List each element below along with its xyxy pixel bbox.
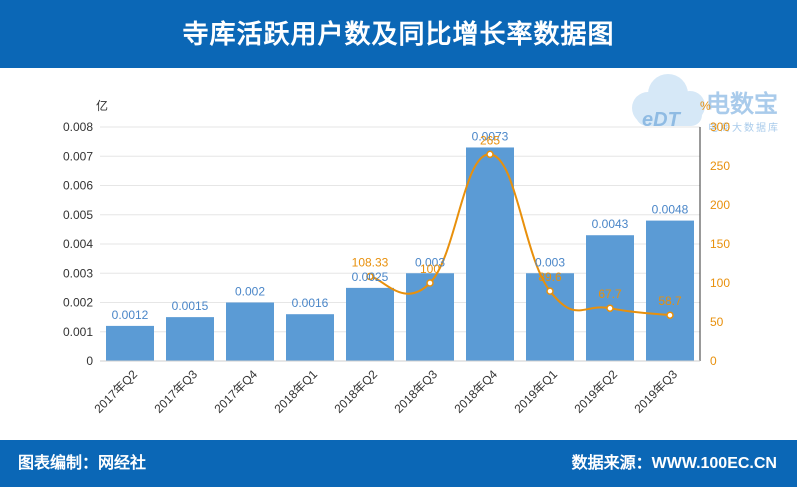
- bar-value-label: 0.0048: [652, 203, 689, 217]
- x-tick-label: 2019年Q3: [632, 367, 681, 416]
- bar: [286, 314, 334, 361]
- growth-rate-label: 108.33: [352, 256, 389, 270]
- x-tick-label: 2018年Q4: [452, 367, 501, 416]
- footer-credit: 图表编制：网经社: [18, 455, 147, 472]
- y2-tick-label: 300: [710, 120, 730, 134]
- x-tick-label: 2018年Q1: [272, 367, 321, 416]
- y-tick-label: 0: [86, 354, 93, 368]
- bar: [346, 287, 394, 361]
- bar-value-label: 0.0015: [172, 299, 209, 313]
- y2-tick-label: 200: [710, 198, 730, 212]
- y-tick-label: 0.005: [63, 208, 93, 222]
- x-tick-label: 2017年Q4: [212, 367, 261, 416]
- growth-rate-point: [606, 304, 614, 312]
- chart: eDT 电数宝 电商大数据库 0 0.001 0.002 0.003 0.004 0.00…: [63, 74, 780, 416]
- bar-value-label: 0.0016: [292, 296, 329, 310]
- bar-value-label: 0.0043: [592, 217, 629, 231]
- y-axis-unit: 亿: [96, 98, 108, 113]
- footer-source: 数据来源：WWW.100EC.CN: [571, 455, 777, 472]
- watermark-sub: 电商大数据库: [708, 121, 780, 134]
- bar-value-label: 0.0025: [352, 270, 389, 284]
- x-tick-label: 2018年Q2: [332, 367, 381, 416]
- y2-tick-label: 100: [710, 276, 730, 290]
- bar: [406, 273, 454, 361]
- growth-rate-label: 265: [480, 133, 500, 147]
- growth-rate-point: [426, 279, 434, 287]
- y-tick-label: 0.008: [63, 120, 93, 134]
- growth-rate-point: [366, 272, 374, 281]
- bar-value-label: 0.002: [235, 285, 265, 299]
- growth-rate-point: [666, 311, 674, 319]
- bar: [586, 235, 634, 361]
- y-tick-label: 0.001: [63, 325, 93, 339]
- bar-value-label: 0.0073: [472, 129, 509, 143]
- bar: [466, 147, 514, 361]
- growth-rate-point: [486, 150, 494, 159]
- watermark-mark: eDT: [642, 109, 682, 131]
- x-tick-label: 2018年Q3: [392, 367, 441, 416]
- bar-value-label: 0.0012: [112, 308, 149, 322]
- y2-tick-label: 150: [710, 237, 730, 251]
- watermark-brand: 电数宝: [706, 90, 778, 118]
- bar: [526, 273, 574, 361]
- y2-tick-label: 0: [710, 354, 717, 368]
- x-tick-label: 2019年Q1: [512, 367, 561, 416]
- header-bar: 寺库活跃用户数及同比增长率数据图: [0, 0, 797, 68]
- growth-rate-label: 100: [420, 262, 440, 276]
- bar: [106, 325, 154, 361]
- x-tick-label: 2019年Q2: [572, 367, 621, 416]
- x-tick-label: 2017年Q3: [152, 367, 201, 416]
- y2-tick-label: 250: [710, 159, 730, 173]
- y-tick-label: 0.002: [63, 296, 93, 310]
- watermark-logo: eDT 电数宝 电商大数据库: [632, 74, 780, 134]
- y2-tick-label: 50: [710, 315, 724, 329]
- x-tick-label: 2017年Q2: [92, 367, 141, 416]
- bar: [226, 302, 274, 361]
- growth-rate-point: [546, 287, 554, 295]
- y-tick-label: 0.003: [63, 266, 93, 280]
- bar-value-label: 0.003: [535, 255, 565, 269]
- growth-rate-label: 89.6: [538, 270, 562, 284]
- footer-bar: 图表编制：网经社 数据来源：WWW.100EC.CN: [0, 440, 797, 487]
- y2-axis-unit: %: [700, 99, 711, 113]
- y-tick-label: 0.006: [63, 179, 93, 193]
- bar: [166, 317, 214, 361]
- y-tick-label: 0.007: [63, 149, 93, 163]
- bar: [646, 220, 694, 361]
- cloud-icon: [632, 74, 705, 126]
- bar-value-label: 0.003: [415, 255, 445, 269]
- chart-title: 寺库活跃用户数及同比增长率数据图: [182, 19, 615, 49]
- y-tick-label: 0.004: [63, 237, 93, 251]
- growth-rate-label: 67.7: [598, 287, 622, 301]
- growth-rate-label: 58.7: [658, 294, 682, 308]
